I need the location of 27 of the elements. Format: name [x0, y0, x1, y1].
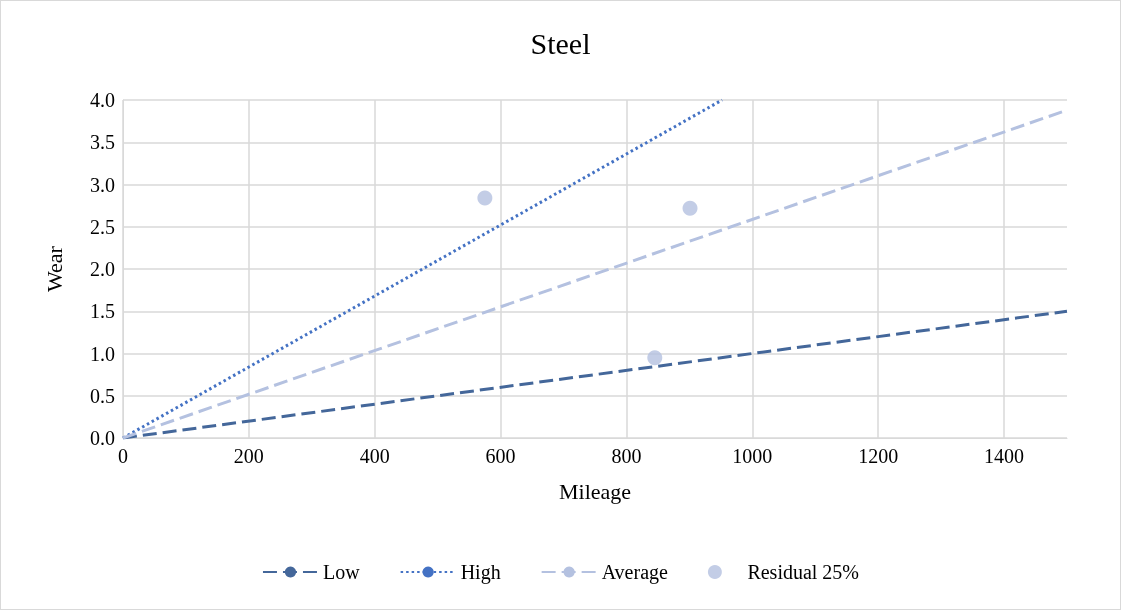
legend-label: Low	[322, 561, 361, 583]
legend-label: Residual 25%	[747, 561, 860, 583]
point	[477, 190, 493, 206]
x-tick-label: 600	[485, 445, 516, 467]
legend-label: Average	[601, 561, 668, 584]
x-tick-label: 0	[118, 445, 128, 467]
y-tick-label: 4.0	[90, 89, 115, 111]
x-tick-label: 1200	[858, 445, 899, 467]
x-tick-label: 400	[359, 445, 390, 467]
y-tick-label: 1.0	[90, 342, 115, 365]
y-tick-label: 3.5	[90, 131, 115, 154]
x-tick-label: 800	[611, 445, 642, 467]
legend-label: High	[460, 561, 501, 584]
y-axis-title: Wear	[41, 245, 67, 292]
x-tick-label: 1400	[984, 445, 1025, 467]
y-tick-label: 3.0	[90, 173, 115, 196]
y-tick-label: 2.5	[90, 215, 115, 238]
x-tick-label: 200	[233, 445, 264, 467]
point	[682, 200, 698, 216]
point	[647, 350, 663, 366]
y-tick-label: 1.5	[90, 300, 115, 323]
y-tick-label: 2.0	[90, 258, 115, 280]
y-tick-label: 0.5	[90, 384, 115, 407]
chart-title: Steel	[530, 26, 591, 60]
x-axis-title: Mileage	[558, 478, 632, 504]
y-tick-label: 0.0	[90, 427, 115, 449]
x-tick-label: 1000	[732, 445, 773, 467]
